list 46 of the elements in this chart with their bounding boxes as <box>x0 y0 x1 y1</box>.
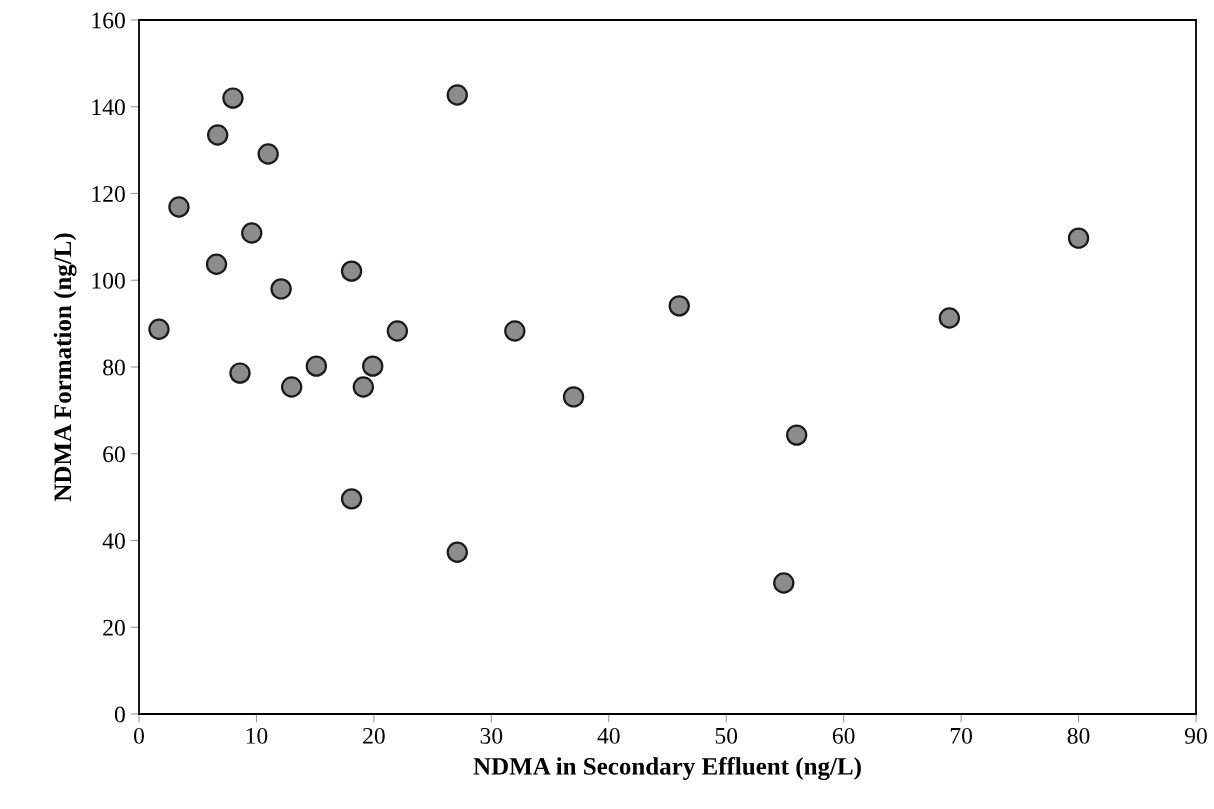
point <box>504 320 526 342</box>
point <box>168 196 190 218</box>
y-tick-label: 80 <box>103 359 125 376</box>
x-tick-label: 0 <box>134 727 144 744</box>
point <box>562 386 585 408</box>
x-tick-label: 30 <box>480 727 503 744</box>
x-tick-label: 20 <box>363 727 385 744</box>
point <box>773 572 795 594</box>
point <box>668 295 690 317</box>
x-tick-label: 90 <box>1184 727 1207 744</box>
point <box>362 355 384 377</box>
y-tick-label: 160 <box>92 12 125 29</box>
point <box>222 87 244 109</box>
y-axis-title: NDMA Formation (ng/L) <box>53 233 77 502</box>
x-tick-label: 50 <box>715 727 738 744</box>
point <box>148 318 170 340</box>
y-tick-label: 140 <box>92 99 125 116</box>
point <box>205 253 228 275</box>
point <box>938 307 961 329</box>
y-tick-label: 20 <box>103 619 125 636</box>
point <box>446 541 468 563</box>
y-tick-label: 100 <box>92 272 125 289</box>
point <box>786 424 808 446</box>
y-tick-label: 40 <box>102 532 125 549</box>
point <box>241 222 263 244</box>
point <box>340 260 363 282</box>
x-tick-label: 10 <box>246 727 268 744</box>
x-tick-label: 70 <box>950 727 973 744</box>
point <box>1067 227 1090 249</box>
point <box>340 488 363 510</box>
point <box>229 362 251 384</box>
y-tick-label: 0 <box>114 706 125 723</box>
point <box>207 124 229 146</box>
point <box>352 376 374 398</box>
x-axis-title: NDMA in Secondary Effluent (ng/L) <box>473 756 861 781</box>
point <box>446 84 468 106</box>
y-tick-label: 120 <box>92 185 125 202</box>
point <box>270 278 292 300</box>
point <box>305 355 328 377</box>
x-tick-label: 80 <box>1067 727 1090 744</box>
point <box>257 143 279 165</box>
y-tick-label: 60 <box>103 446 125 463</box>
point <box>281 376 303 398</box>
x-tick-label: 40 <box>597 727 620 744</box>
point <box>386 320 409 342</box>
x-tick-label: 60 <box>832 727 855 744</box>
